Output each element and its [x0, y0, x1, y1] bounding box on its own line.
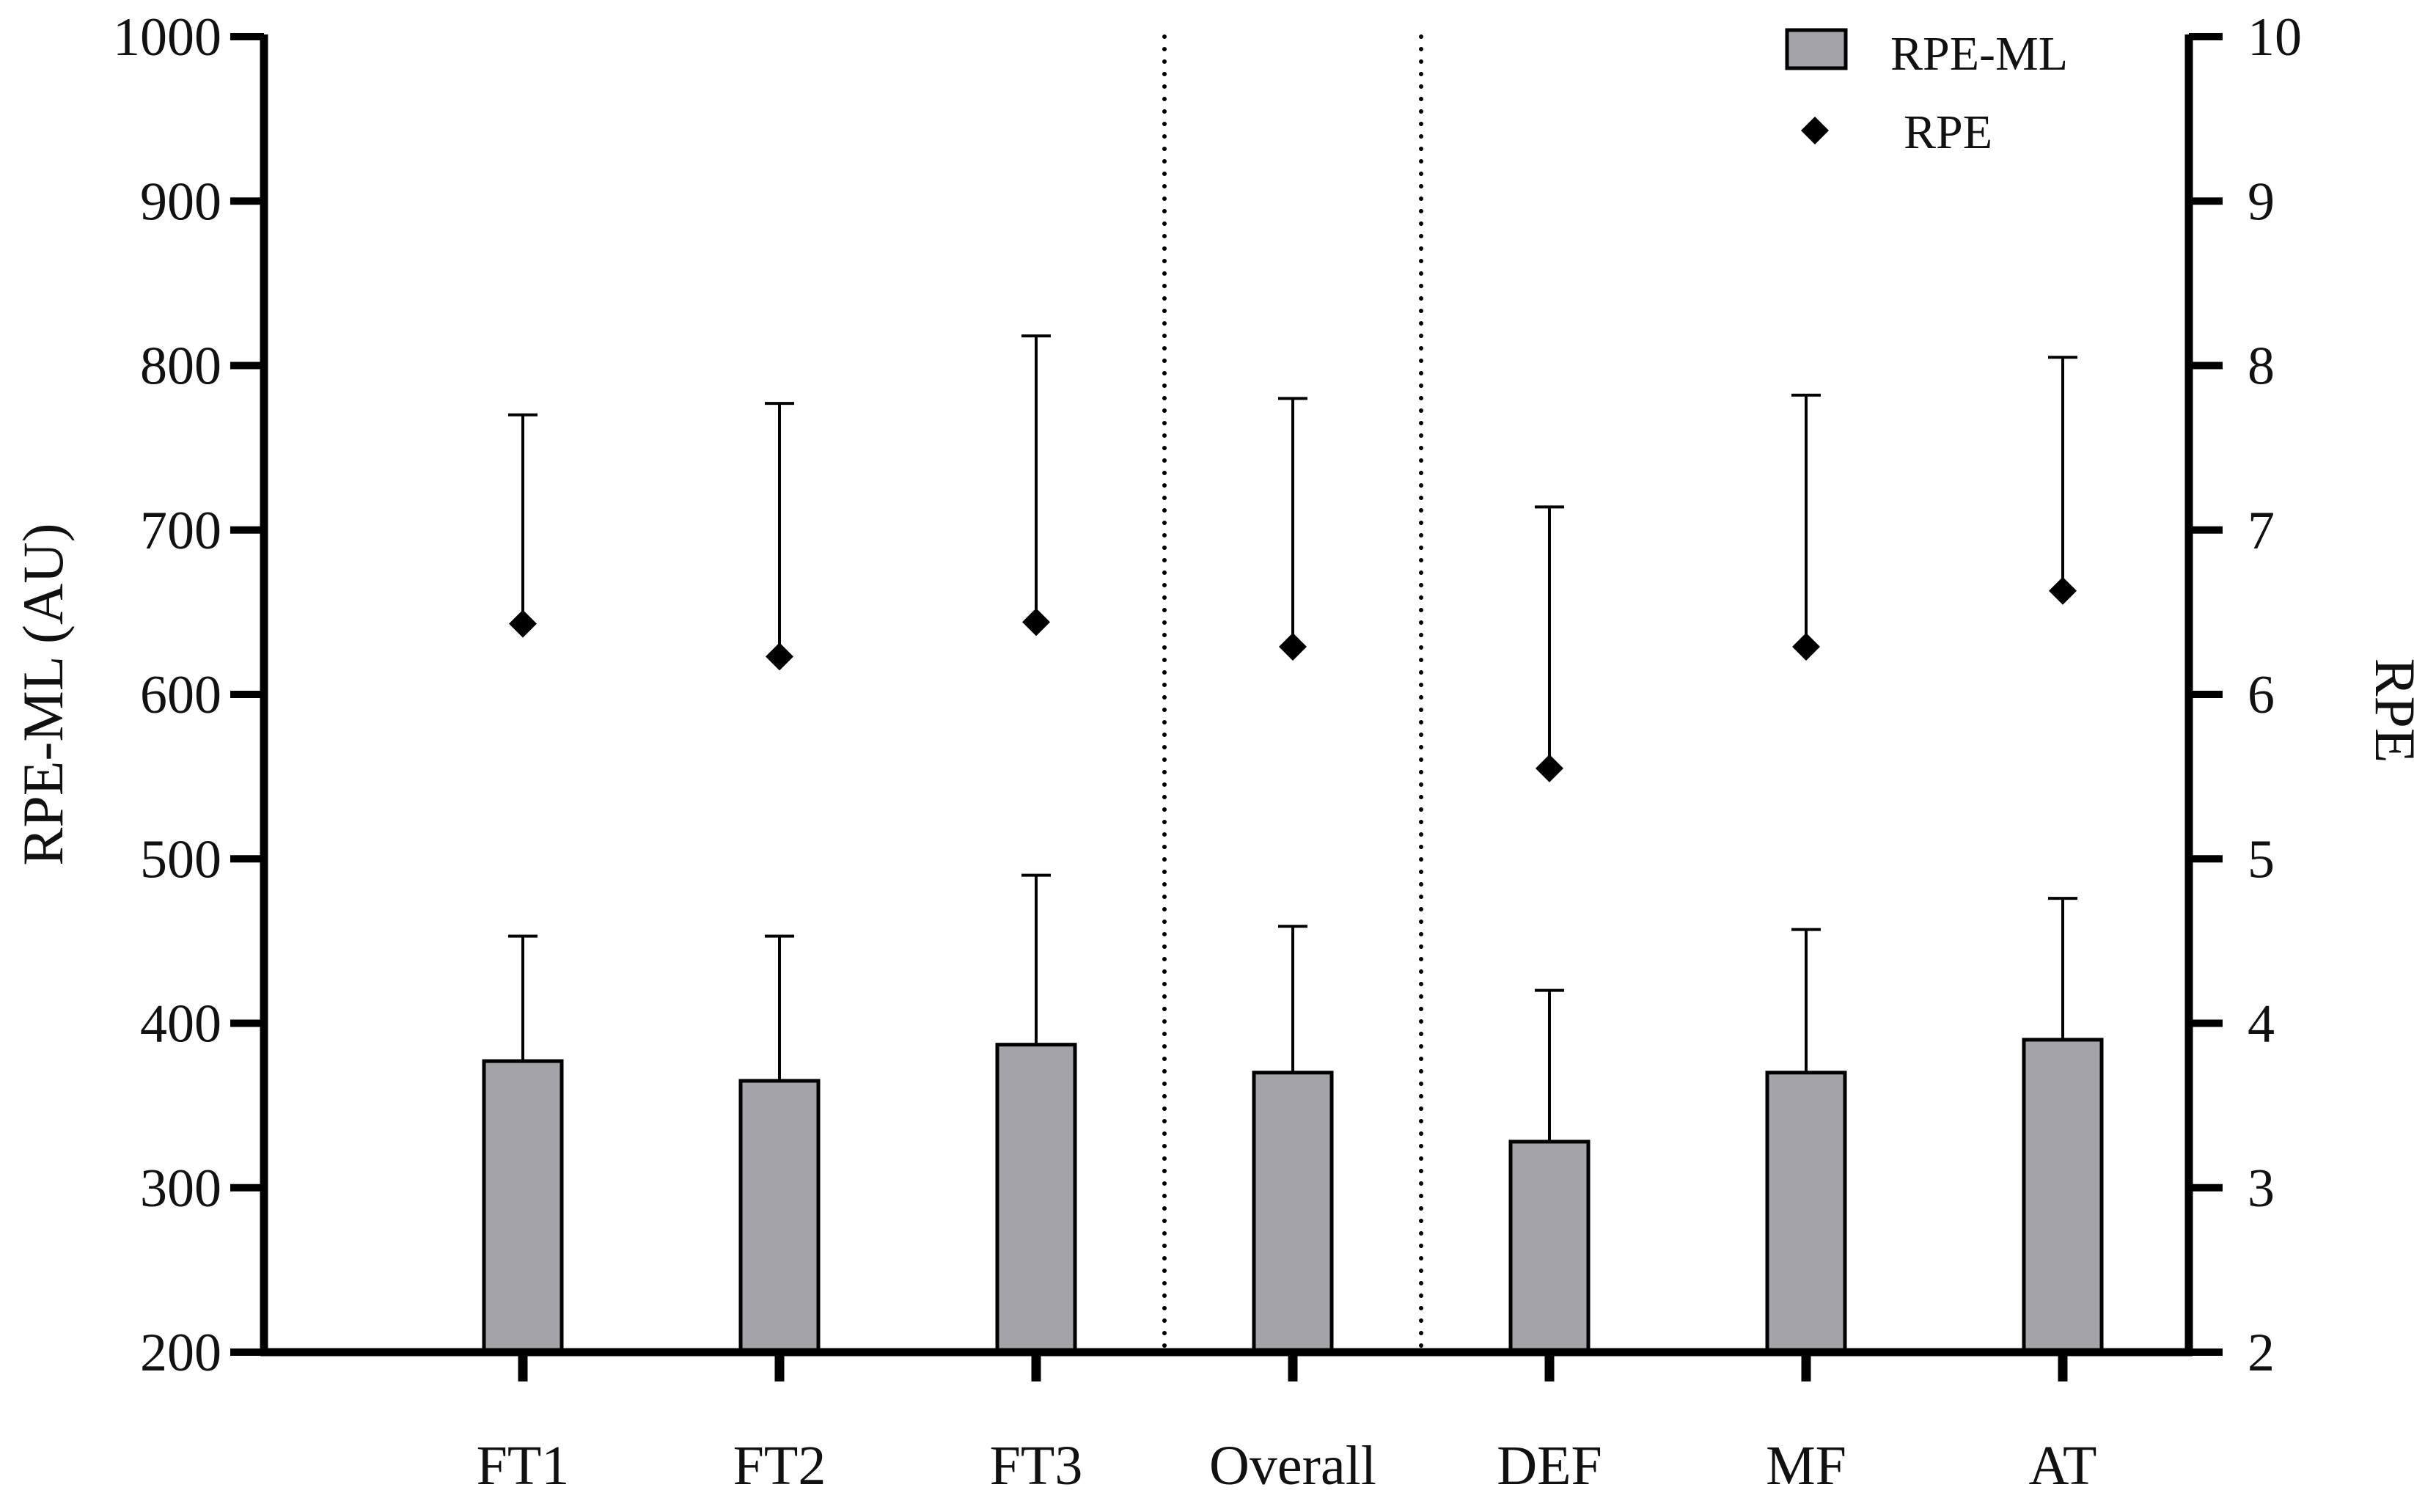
rpe-point-mf: [1792, 632, 1820, 661]
bar-def: [1508, 1139, 1591, 1354]
y-axis-title-left: RPE-ML (AU): [11, 523, 75, 865]
bar-ft1: [482, 1059, 564, 1354]
legend-marker-diamond: [1801, 117, 1829, 144]
bar-at: [2022, 1038, 2104, 1354]
legend: RPE-ML RPE: [1785, 27, 2068, 159]
right-tick-label-10: 10: [2248, 7, 2302, 67]
x-tick-label-ft1: FT1: [477, 1435, 570, 1497]
right-tick-label-4: 4: [2248, 994, 2275, 1054]
separators-layer: [1162, 34, 1423, 1354]
right-tick-label-8: 8: [2248, 337, 2275, 397]
rpe-point-overall: [1279, 632, 1307, 661]
left-tick-label-800: 800: [140, 337, 221, 397]
bars-layer: [482, 1038, 2104, 1354]
x-tick-label-mf: MF: [1766, 1435, 1846, 1497]
right-tick-label-9: 9: [2248, 172, 2275, 232]
y-axis-title-right: RPE: [2363, 658, 2414, 763]
error-bars-layer: [508, 334, 2077, 1142]
left-tick-label-1000: 1000: [113, 7, 221, 67]
left-tick-label-200: 200: [140, 1323, 221, 1383]
bar-ft3: [995, 1043, 1077, 1354]
rpe-point-at: [2049, 576, 2077, 605]
left-tick-label-500: 500: [140, 829, 221, 889]
labels-layer: 200 300 400 500 600 700 800 900 1000 2 3 4 5 6 7 8 9 10 FT…: [11, 7, 2414, 1497]
x-tick-label-ft3: FT3: [990, 1435, 1083, 1497]
rpe-point-def: [1536, 754, 1563, 782]
rpe-point-ft2: [766, 642, 793, 671]
x-tick-label-ft2: FT2: [733, 1435, 826, 1497]
legend-label-rpe: RPE: [1904, 106, 1992, 159]
right-tick-label-2: 2: [2248, 1323, 2275, 1383]
bar-mf: [1765, 1071, 1847, 1354]
bar-overall: [1252, 1071, 1334, 1354]
left-tick-label-700: 700: [140, 501, 221, 561]
x-tick-label-def: DEF: [1497, 1435, 1602, 1497]
rpe-point-ft3: [1022, 608, 1050, 636]
x-tick-label-overall: Overall: [1209, 1435, 1376, 1497]
right-tick-label-3: 3: [2248, 1159, 2275, 1219]
left-tick-label-600: 600: [140, 665, 221, 725]
legend-label-rpe-ml: RPE-ML: [1890, 27, 2068, 81]
right-tick-label-6: 6: [2248, 665, 2275, 725]
x-tick-label-at: AT: [2029, 1435, 2097, 1497]
left-tick-label-400: 400: [140, 994, 221, 1054]
right-tick-label-7: 7: [2248, 501, 2275, 561]
bar-ft2: [738, 1079, 821, 1354]
points-layer: [509, 576, 2077, 782]
legend-swatch-bar: [1785, 28, 1848, 70]
left-tick-label-300: 300: [140, 1159, 221, 1219]
right-tick-label-5: 5: [2248, 829, 2275, 889]
rpe-point-ft1: [509, 609, 537, 638]
left-tick-label-900: 900: [140, 172, 221, 232]
ticks-layer: [230, 33, 2223, 1381]
